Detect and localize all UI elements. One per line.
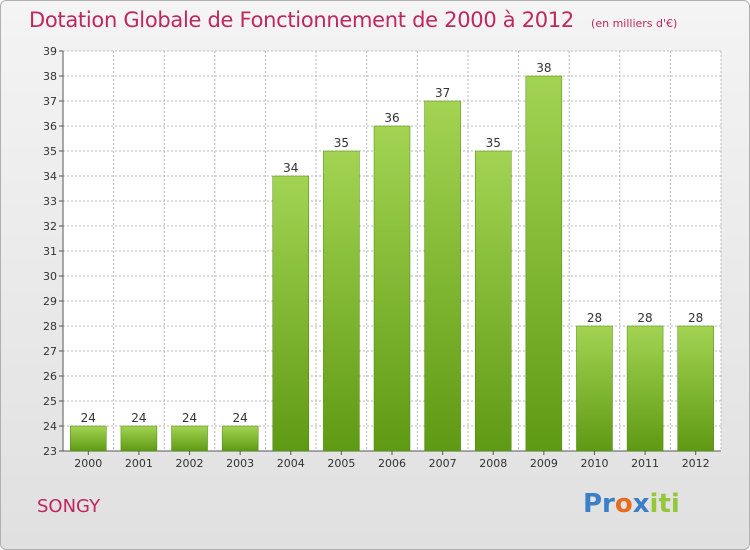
x-tick-label: 2001 <box>125 457 153 470</box>
proxiti-logo: Proxiti <box>583 489 680 519</box>
bar-2003 <box>221 425 259 452</box>
bar-2004 <box>272 175 310 452</box>
y-tick-labels: 23 24 25 26 27 28 29 30 31 32 33 34 35 36 37 38 39 <box>43 45 57 458</box>
y-tick-label: 34 <box>43 170 57 183</box>
y-tick-label: 37 <box>43 95 57 108</box>
x-tick-label: 2004 <box>277 457 305 470</box>
bar-2002 <box>171 425 208 452</box>
bar-2000 <box>70 425 107 452</box>
bar-2008 <box>474 150 512 452</box>
data-labels: 24 24 24 24 34 35 36 37 35 38 28 28 28 <box>81 61 704 425</box>
bar-value-label: 35 <box>334 136 349 150</box>
bar-2009 <box>525 75 563 452</box>
x-tick-label: 2007 <box>429 457 457 470</box>
y-tick-label: 30 <box>43 270 57 283</box>
bar-2001 <box>120 425 158 452</box>
y-tick-label: 23 <box>43 445 57 458</box>
y-tick-label: 32 <box>43 220 57 233</box>
bar-value-label: 24 <box>81 411 96 425</box>
x-tick-label: 2010 <box>580 457 608 470</box>
y-tick-label: 38 <box>43 70 57 83</box>
y-tick-label: 29 <box>43 295 57 308</box>
x-tick-label: 2002 <box>176 457 204 470</box>
bar-value-label: 28 <box>637 311 652 325</box>
x-tick-label: 2012 <box>682 457 710 470</box>
bar-value-label: 35 <box>486 136 501 150</box>
bar-value-label: 28 <box>587 311 602 325</box>
title-row: Dotation Globale de Fonctionnement de 20… <box>29 8 677 32</box>
x-tick-label: 2011 <box>631 457 659 470</box>
bar-2006 <box>373 125 411 452</box>
bar-value-label: 36 <box>384 111 399 125</box>
y-tick-label: 25 <box>43 395 57 408</box>
y-tick-label: 33 <box>43 195 57 208</box>
bar-2010 <box>576 325 613 452</box>
bar-value-label: 34 <box>283 161 298 175</box>
y-tick-label: 24 <box>43 420 57 433</box>
x-tick-label: 2006 <box>378 457 406 470</box>
x-tick-label: 2005 <box>327 457 355 470</box>
x-tick-label: 2000 <box>74 457 102 470</box>
y-tick-label: 26 <box>43 370 57 383</box>
chart-title: Dotation Globale de Fonctionnement de 20… <box>29 8 574 32</box>
bar-value-label: 24 <box>233 411 248 425</box>
y-tick-label: 36 <box>43 120 57 133</box>
bars <box>70 75 714 452</box>
bar-value-label: 24 <box>182 411 197 425</box>
y-tick-label: 35 <box>43 145 57 158</box>
chart-subtitle: (en milliers d'€) <box>591 17 678 30</box>
x-tick-label: 2008 <box>479 457 507 470</box>
x-tick-labels: 2000 2001 2002 2003 2004 2005 2006 2007 2008 2009… <box>74 457 709 470</box>
x-tick-label: 2009 <box>530 457 558 470</box>
bar-value-label: 38 <box>536 61 551 75</box>
bar-value-label: 37 <box>435 86 450 100</box>
y-tick-label: 31 <box>43 245 57 258</box>
bar-value-label: 28 <box>688 311 703 325</box>
y-tick-label: 28 <box>43 320 57 333</box>
bar-value-label: 24 <box>131 411 146 425</box>
commune-name: SONGY <box>37 496 101 517</box>
bar-2011 <box>626 325 664 452</box>
x-tick-label: 2003 <box>226 457 254 470</box>
y-tick-label: 27 <box>43 345 57 358</box>
bar-2012 <box>677 325 714 452</box>
bar-2007 <box>424 100 461 452</box>
bar-2005 <box>323 150 360 452</box>
y-tick-label: 39 <box>43 45 57 58</box>
